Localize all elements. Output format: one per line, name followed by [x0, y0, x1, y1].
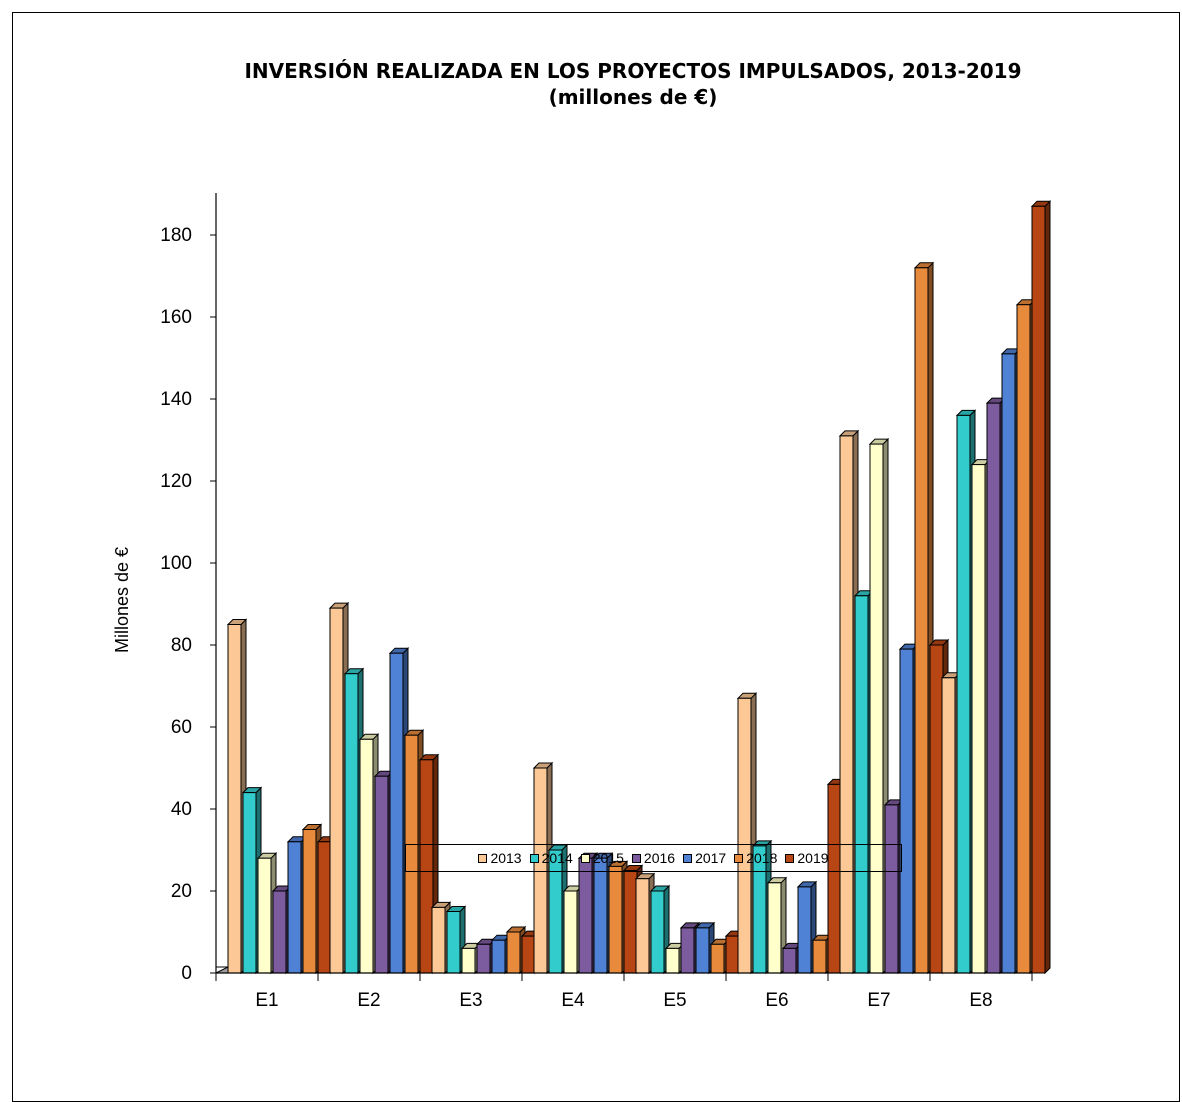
bar-E2-2019 [418, 753, 440, 975]
y-tick-label: 160 [160, 307, 192, 328]
legend-swatch [683, 853, 693, 863]
y-tick-label: 80 [171, 635, 192, 656]
y-axis-label: Millones de € [112, 547, 132, 653]
legend-item-2013: 2013 [478, 850, 522, 866]
y-tick-label: 60 [171, 717, 192, 738]
legend-swatch [734, 853, 744, 863]
chart-subtitle: (millones de €) [548, 85, 718, 109]
bars-group [226, 200, 1052, 975]
category-label-E6: E6 [765, 990, 788, 1011]
axis-group: 0 20 40 60 80 100 120 140 160 180 E1 E2 E3 E4 E5 E6 E7 E8 [160, 193, 1033, 1011]
legend-item-2015: 2015 [580, 850, 624, 866]
legend-swatch [529, 853, 539, 863]
y-tick-label: 20 [171, 881, 192, 902]
legend-swatch [631, 853, 641, 863]
y-tick-label: 180 [160, 225, 192, 246]
legend-item-2014: 2014 [529, 850, 573, 866]
legend-label: 2018 [746, 850, 778, 866]
category-label-E3: E3 [459, 990, 482, 1011]
y-tick-label: 100 [160, 553, 192, 574]
legend-label: 2015 [592, 850, 624, 866]
legend-label: 2014 [541, 850, 573, 866]
legend-item-2017: 2017 [683, 850, 726, 866]
legend-item-2016: 2016 [631, 850, 676, 866]
chart-title: INVERSIÓN REALIZADA EN LOS PROYECTOS IMP… [244, 59, 1022, 83]
category-label-E7: E7 [867, 990, 890, 1011]
y-tick-label: 140 [160, 389, 192, 410]
legend-swatch [785, 853, 795, 863]
y-tick-label: 0 [181, 963, 192, 984]
legend-label: 2019 [797, 850, 829, 866]
legend-label: 2013 [490, 850, 522, 866]
bar-E8-2019 [1030, 200, 1052, 975]
chart-title-block: INVERSIÓN REALIZADA EN LOS PROYECTOS IMP… [0, 58, 1182, 110]
category-label-E1: E1 [255, 990, 278, 1011]
bar-E6-2015 [766, 876, 788, 975]
legend-label: 2017 [695, 850, 727, 866]
legend-item-2019: 2019 [785, 850, 829, 866]
bar-E1-2015 [256, 851, 278, 975]
y-tick-label: 40 [171, 799, 192, 820]
legend-swatch [478, 853, 488, 863]
legend: 2013 2014 2015 2016 2017 2018 2019 [405, 844, 902, 872]
category-label-E4: E4 [561, 990, 585, 1011]
category-label-E2: E2 [357, 990, 380, 1011]
legend-item-2018: 2018 [734, 850, 777, 866]
category-label-E5: E5 [663, 990, 686, 1011]
legend-swatch [580, 853, 590, 863]
category-label-E8: E8 [969, 990, 992, 1011]
y-tick-label: 120 [160, 471, 192, 492]
legend-label: 2016 [643, 850, 676, 866]
